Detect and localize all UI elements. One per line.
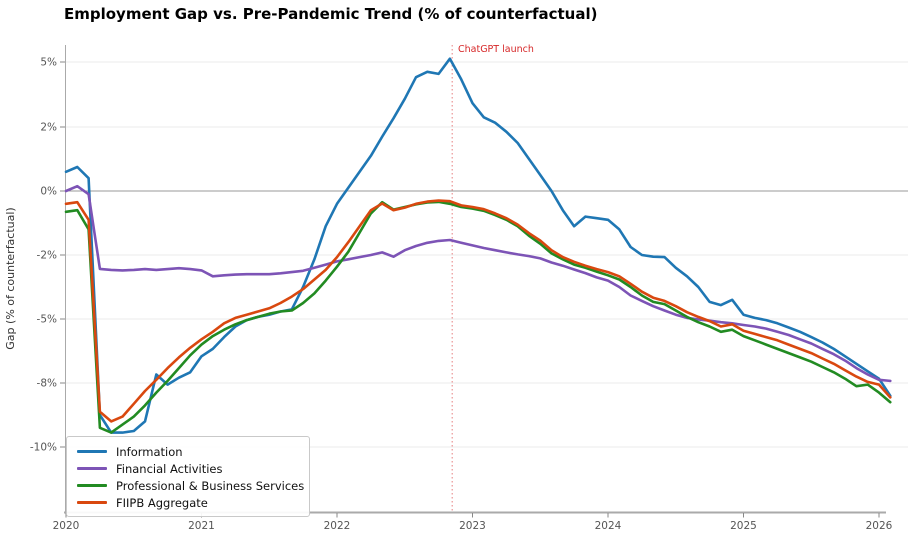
- legend-swatch-professional-business-services: [77, 483, 107, 488]
- y-tick-label: 2%: [40, 122, 57, 134]
- legend-label-professional-business-services: Professional & Business Services: [116, 478, 305, 493]
- x-tick-label: 2020: [53, 520, 80, 532]
- legend-swatch-financial-activities: [77, 466, 107, 471]
- series-line-fiipb-aggregate: [64, 199, 892, 423]
- x-tick-label: 2025: [730, 520, 757, 532]
- legend-item-professional-business-services: Professional & Business Services: [77, 477, 304, 494]
- page-title: Employment Gap vs. Pre-Pandemic Trend (%…: [64, 5, 598, 23]
- series-line-professional-business-services: [64, 200, 892, 434]
- x-tick-label: 2026: [866, 520, 893, 532]
- y-axis-label: Gap (% of counterfactual): [4, 207, 17, 349]
- legend-item-fiipb-aggregate: FIIPB Aggregate: [77, 494, 299, 511]
- x-tick-label: 2024: [595, 520, 622, 532]
- x-tick-label: 2021: [188, 520, 215, 532]
- legend-item-information: Information: [77, 443, 299, 460]
- x-tick-label: 2023: [459, 520, 486, 532]
- legend-label-information: Information: [116, 444, 183, 459]
- y-tick-label: 0%: [40, 186, 57, 198]
- chatgpt-launch-label: ChatGPT launch: [458, 44, 534, 55]
- legend-item-financial-activities: Financial Activities: [77, 460, 299, 477]
- series-line-information: [64, 57, 892, 434]
- series-line-financial-activities: [64, 184, 892, 383]
- legend-swatch-fiipb-aggregate: [77, 500, 107, 505]
- y-tick-label: -10%: [30, 442, 57, 454]
- legend-label-financial-activities: Financial Activities: [116, 461, 223, 476]
- y-tick-label: -5%: [37, 314, 57, 326]
- legend: Information Financial Activities Professio…: [66, 436, 310, 517]
- y-tick-label: -8%: [37, 378, 57, 390]
- y-tick-label: -2%: [37, 250, 57, 262]
- y-tick-label: 5%: [40, 57, 57, 69]
- legend-label-fiipb-aggregate: FIIPB Aggregate: [116, 495, 208, 510]
- x-tick-label: 2022: [324, 520, 351, 532]
- legend-swatch-information: [77, 449, 107, 454]
